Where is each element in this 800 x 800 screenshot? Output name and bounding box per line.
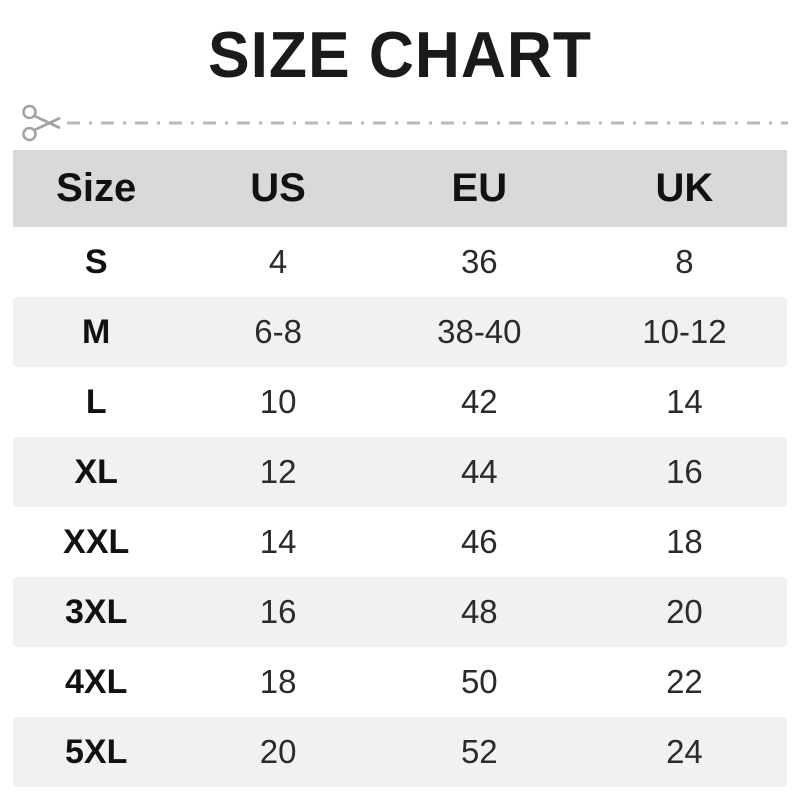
table-row: S 4 36 8 bbox=[13, 227, 787, 297]
size-chart-table: Size US EU UK S 4 36 8 M 6-8 38-40 10-12… bbox=[13, 150, 787, 787]
uk-cell: 8 bbox=[675, 243, 694, 280]
uk-cell: 14 bbox=[666, 383, 703, 420]
size-cell: XL bbox=[74, 452, 118, 491]
eu-cell: 36 bbox=[460, 243, 498, 280]
table-row: XXL 14 46 18 bbox=[13, 507, 787, 577]
table-row: 3XL 16 48 20 bbox=[13, 577, 787, 647]
column-header-size: Size bbox=[13, 150, 180, 227]
us-cell: 6-8 bbox=[254, 313, 302, 350]
us-cell: 16 bbox=[259, 593, 297, 630]
size-cell: XXL bbox=[63, 522, 130, 561]
us-cell: 20 bbox=[259, 733, 297, 770]
table-row: M 6-8 38-40 10-12 bbox=[13, 297, 787, 367]
column-header-uk: UK bbox=[581, 150, 787, 227]
eu-cell: 50 bbox=[460, 663, 498, 700]
us-cell: 12 bbox=[259, 453, 297, 490]
size-cell: L bbox=[85, 382, 107, 421]
scissors-icon bbox=[22, 104, 61, 142]
table-row: 4XL 18 50 22 bbox=[13, 647, 787, 717]
us-cell: 14 bbox=[259, 523, 297, 560]
eu-cell: 44 bbox=[460, 453, 498, 490]
table-row: L 10 42 14 bbox=[13, 367, 787, 437]
size-cell: 4XL bbox=[65, 662, 128, 701]
uk-cell: 18 bbox=[666, 523, 703, 560]
uk-cell: 16 bbox=[666, 453, 703, 490]
us-cell: 4 bbox=[268, 243, 288, 280]
size-cell: M bbox=[82, 312, 111, 351]
uk-cell: 24 bbox=[666, 733, 703, 770]
column-header-eu: EU bbox=[376, 150, 582, 227]
eu-cell: 48 bbox=[460, 593, 498, 630]
table-header-row: Size US EU UK bbox=[13, 150, 787, 227]
eu-cell: 52 bbox=[460, 733, 498, 770]
table-row: XL 12 44 16 bbox=[13, 437, 787, 507]
us-cell: 18 bbox=[259, 663, 297, 700]
cut-line bbox=[20, 100, 788, 146]
size-cell: 5XL bbox=[65, 732, 128, 771]
size-cell: 3XL bbox=[65, 592, 128, 631]
size-cell: S bbox=[84, 242, 108, 281]
eu-cell: 38-40 bbox=[437, 313, 522, 350]
uk-cell: 20 bbox=[666, 593, 703, 630]
eu-cell: 42 bbox=[460, 383, 498, 420]
page-title: SIZE CHART bbox=[208, 18, 592, 91]
uk-cell: 10-12 bbox=[642, 313, 727, 350]
column-header-us: US bbox=[179, 150, 377, 227]
cut-dash-line bbox=[67, 121, 788, 125]
us-cell: 10 bbox=[259, 383, 297, 420]
eu-cell: 46 bbox=[460, 523, 498, 560]
table-row: 5XL 20 52 24 bbox=[13, 717, 787, 787]
uk-cell: 22 bbox=[666, 663, 703, 700]
